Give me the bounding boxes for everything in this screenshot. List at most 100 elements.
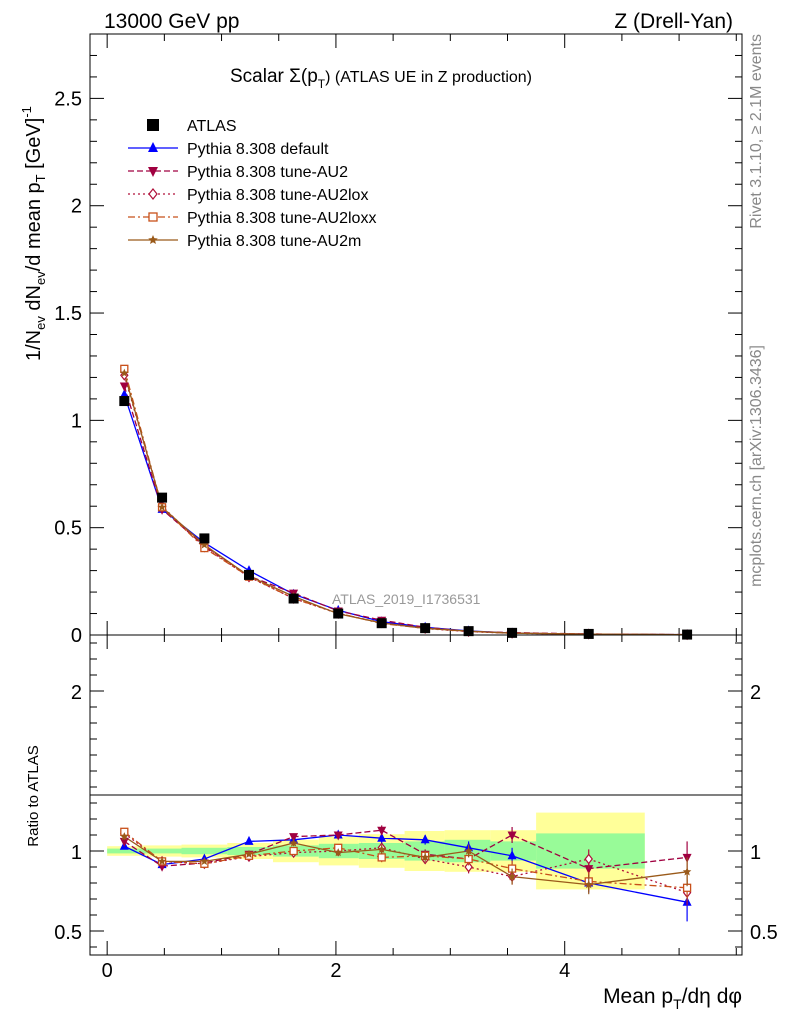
- ratio-series-line: [124, 834, 688, 903]
- main-y-tick-label: 1.5: [54, 303, 82, 325]
- main-curves: [123, 368, 688, 636]
- legend-label: ATLAS: [187, 118, 237, 135]
- ylabel-part-2: dN: [23, 285, 45, 316]
- legend-marker: [148, 235, 158, 245]
- ratio-series-point: [584, 853, 593, 865]
- ratio-series-point: [244, 849, 254, 858]
- atlas-data-point: [243, 569, 254, 580]
- ratio-series-point: [507, 831, 517, 841]
- ratio-band-inner: [536, 833, 645, 869]
- main-y-axis-label: 1/Nev dNev/d mean pT [GeV]-1: [19, 106, 48, 361]
- ylabel-part-7: -1: [19, 106, 34, 118]
- legend-marker: [147, 119, 159, 131]
- legend-marker: [148, 212, 158, 222]
- legend-label: Pythia 8.308 tune-AU2m: [187, 233, 361, 250]
- ratio-series-point: [420, 834, 430, 844]
- ratio-series-point: [377, 853, 386, 862]
- ratio-y-tick-label: 0.5: [54, 922, 82, 944]
- main-y-tick-label: 2.5: [54, 88, 82, 110]
- legend-entry: Pythia 8.308 tune-AU2loxx: [128, 210, 376, 227]
- ratio-series-point: [682, 867, 692, 876]
- ratio-series-point: [289, 838, 298, 847]
- legend-label: Pythia 8.308 tune-AU2: [187, 164, 348, 181]
- ratio-band-inner: [181, 847, 228, 855]
- atlas-data-point: [463, 626, 474, 637]
- ratio-markers: [119, 825, 692, 922]
- x-axis-ticks: 0 2 4: [102, 635, 737, 982]
- x-axis-label-post: /dη dφ: [682, 985, 742, 1008]
- ratio-series-point: [507, 850, 517, 860]
- legend-entry: Pythia 8.308 tune-AU2: [128, 164, 348, 181]
- legend-marker: [148, 188, 158, 200]
- ylabel-part-1: ev: [33, 316, 48, 330]
- ratio-series-point: [377, 832, 387, 842]
- legend-marker: [148, 142, 158, 152]
- ratio-band-inner: [107, 848, 142, 854]
- x-tick-label: 4: [559, 960, 570, 982]
- ratio-y-axis-label: Ratio to ATLAS: [25, 745, 42, 846]
- atlas-data-point: [333, 608, 344, 619]
- atlas-data-point: [583, 628, 594, 639]
- ratio-y-tick-label-right: 2: [750, 682, 761, 704]
- ratio-y-ticks: 0.5 0.5 1 1 2 2: [54, 642, 778, 948]
- ratio-series-point: [119, 837, 129, 847]
- ratio-series-point: [464, 846, 473, 855]
- ratio-y-tick-label-right: 0.5: [750, 922, 778, 944]
- ylabel-part-0: 1/N: [23, 330, 45, 361]
- main-title-pre: Scalar Σ(p: [230, 66, 318, 87]
- ratio-series-line: [123, 832, 688, 894]
- atlas-data-point: [157, 492, 168, 503]
- ratio-y-tick-label-right: 1: [750, 842, 761, 864]
- header-right: Z (Drell-Yan): [614, 10, 733, 33]
- legend-entry: Pythia 8.308 default: [128, 141, 329, 158]
- watermark: ATLAS_2019_I1736531: [332, 591, 481, 607]
- ratio-series-point: [200, 856, 209, 866]
- ratio-series-point: [333, 831, 343, 841]
- main-title: Scalar Σ(pT) (ATLAS UE in Z production): [230, 66, 532, 91]
- header-left: 13000 GeV pp: [104, 10, 239, 33]
- ratio-series-point: [120, 832, 129, 841]
- legend-entry: Pythia 8.308 tune-AU2m: [128, 233, 361, 250]
- legend-label: Pythia 8.308 default: [187, 141, 329, 158]
- ratio-y-tick-label: 2: [71, 682, 82, 704]
- x-axis-label: Mean pT/dη dφ: [603, 985, 742, 1012]
- ratio-panel-frame: [89, 634, 743, 956]
- ratio-y-tick-label: 1: [71, 842, 82, 864]
- x-axis-label-sub: T: [673, 996, 682, 1012]
- ylabel-part-4: /d mean p: [23, 182, 45, 271]
- main-series-point: [157, 502, 167, 511]
- ylabel-part-6: [GeV]: [23, 118, 45, 175]
- atlas-data-point: [288, 593, 299, 604]
- ratio-series-point: [289, 833, 299, 843]
- ratio-band-inner: [490, 841, 537, 861]
- main-y-tick-label: 0.5: [54, 518, 82, 540]
- ratio-series-point: [584, 865, 594, 875]
- main-series-line: [123, 375, 688, 636]
- main-series-point: [119, 382, 129, 392]
- atlas-data-point: [199, 533, 210, 544]
- legend: ATLAS Pythia 8.308 default Pythia 8.308 tu…: [128, 118, 376, 250]
- ratio-curves: [123, 829, 688, 903]
- legend-label: Pythia 8.308 tune-AU2loxx: [187, 210, 376, 227]
- ratio-series-point: [377, 826, 387, 836]
- atlas-data-point: [507, 627, 518, 638]
- main-y-ticks: 0 0.5 1 1.5 2 2.5: [54, 34, 742, 647]
- side-label-mcplots: mcplots.cern.ch [arXiv:1306.3436]: [748, 345, 765, 587]
- atlas-data-point: [376, 618, 387, 629]
- ratio-series-point: [584, 880, 593, 889]
- main-series-point: [120, 368, 129, 377]
- ratio-band-inner: [141, 848, 182, 854]
- main-title-post: ) (ATLAS UE in Z production): [325, 69, 532, 86]
- ratio-series-point: [289, 846, 298, 856]
- legend-entry: ATLAS: [147, 118, 237, 135]
- ylabel-part-3: ev: [33, 271, 48, 285]
- ylabel-part-5: T: [33, 174, 48, 182]
- main-y-tick-label: 2: [71, 196, 82, 218]
- ratio-series-point: [377, 844, 386, 854]
- ratio-series-point: [333, 848, 343, 857]
- x-tick-label: 0: [102, 960, 113, 982]
- ratio-series-point: [244, 835, 254, 845]
- ratio-series-line: [123, 836, 688, 886]
- ratio-series-point: [420, 852, 430, 862]
